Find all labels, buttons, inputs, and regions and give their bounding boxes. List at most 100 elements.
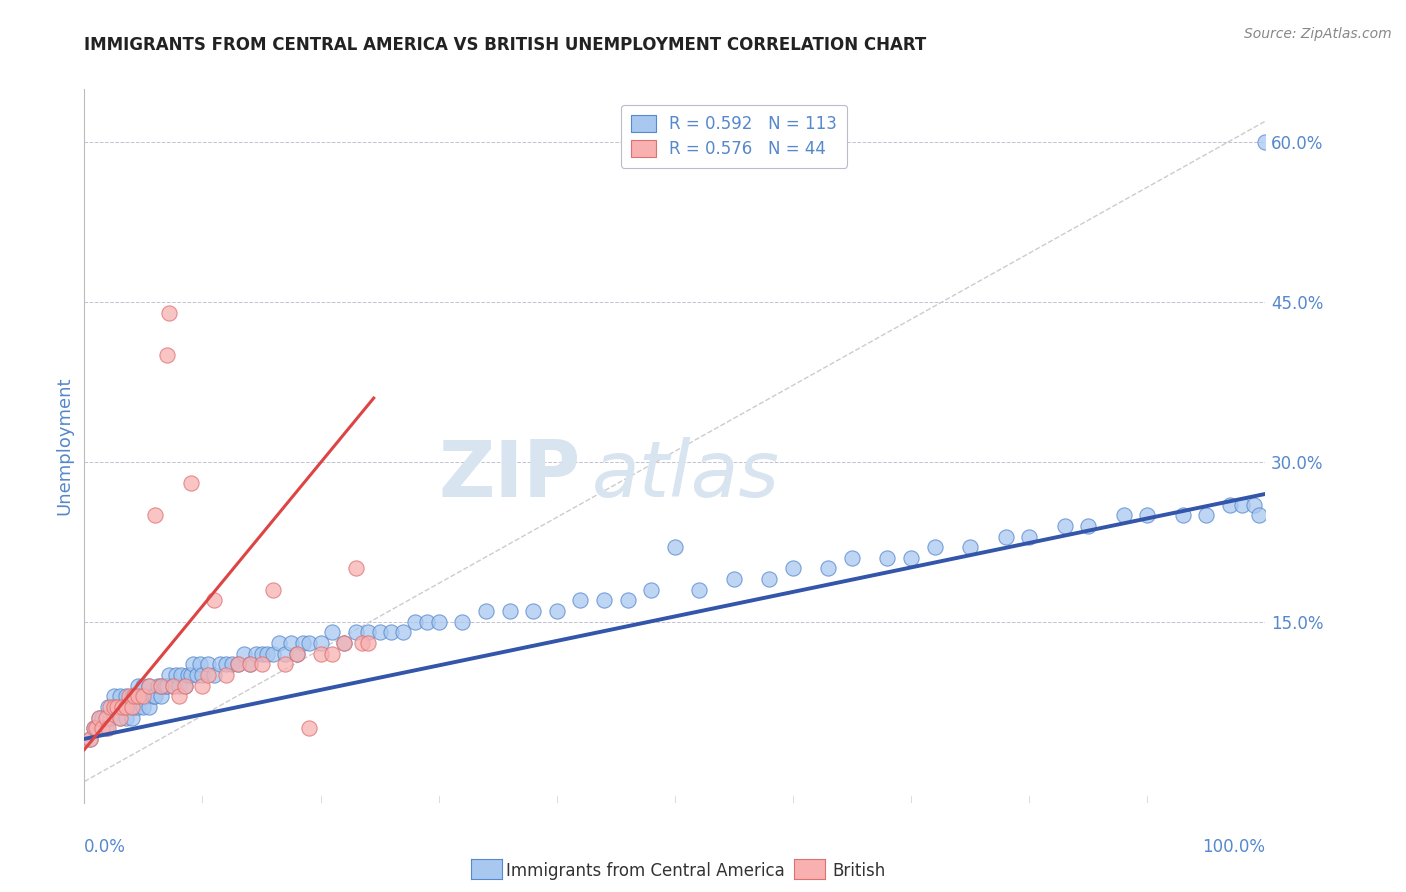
Point [368, 625, 391, 640]
Text: Immigrants from Central America: Immigrants from Central America [506, 862, 785, 880]
Point [150, 679, 173, 693]
Point [321, 647, 343, 661]
Point [191, 668, 214, 682]
Point [79, 731, 101, 746]
Point [226, 657, 249, 672]
Point [309, 647, 332, 661]
Point [132, 679, 155, 693]
Text: British: British [832, 862, 886, 880]
Point [285, 647, 308, 661]
Point [1053, 519, 1076, 533]
Point [817, 561, 839, 575]
Point [274, 647, 297, 661]
Point [84, 721, 107, 735]
Point [1195, 508, 1218, 523]
Point [245, 647, 267, 661]
Point [1254, 136, 1277, 150]
Point [107, 700, 129, 714]
Point [357, 636, 380, 650]
Point [664, 540, 686, 554]
Point [108, 710, 131, 724]
Text: Source: ZipAtlas.com: Source: ZipAtlas.com [1244, 27, 1392, 41]
Point [156, 679, 179, 693]
Point [215, 657, 238, 672]
Point [103, 700, 125, 714]
Point [416, 615, 439, 629]
Point [180, 668, 202, 682]
Point [127, 679, 149, 693]
Point [239, 657, 262, 672]
Point [84, 721, 107, 735]
Point [103, 700, 125, 714]
Point [309, 636, 332, 650]
Point [118, 690, 141, 704]
Point [256, 647, 278, 661]
Point [285, 647, 308, 661]
Point [156, 349, 179, 363]
Point [114, 690, 136, 704]
Point [94, 721, 117, 735]
Point [357, 625, 380, 640]
Point [138, 679, 160, 693]
Point [150, 690, 173, 704]
Point [94, 710, 117, 724]
Point [91, 710, 114, 724]
Point [121, 710, 143, 724]
Point [546, 604, 568, 618]
Point [135, 690, 157, 704]
Point [142, 690, 165, 704]
Point [170, 668, 193, 682]
Point [782, 561, 804, 575]
Point [427, 615, 450, 629]
Point [143, 690, 166, 704]
Point [593, 593, 616, 607]
Point [1136, 508, 1159, 523]
Point [197, 668, 219, 682]
Point [98, 700, 121, 714]
Legend: R = 0.592   N = 113, R = 0.576   N = 44: R = 0.592 N = 113, R = 0.576 N = 44 [621, 104, 846, 168]
Point [166, 668, 188, 682]
Point [209, 657, 232, 672]
Point [111, 700, 134, 714]
Point [262, 582, 284, 597]
Point [758, 572, 780, 586]
Point [87, 710, 110, 724]
Point [1243, 498, 1265, 512]
Point [569, 593, 592, 607]
Point [181, 657, 204, 672]
Point [118, 700, 141, 714]
Point [522, 604, 544, 618]
Point [262, 647, 284, 661]
Point [280, 636, 302, 650]
Point [114, 710, 136, 724]
Point [498, 604, 520, 618]
Text: IMMIGRANTS FROM CENTRAL AMERICA VS BRITISH UNEMPLOYMENT CORRELATION CHART: IMMIGRANTS FROM CENTRAL AMERICA VS BRITI… [84, 36, 927, 54]
Point [640, 582, 662, 597]
Point [475, 604, 498, 618]
Point [186, 668, 208, 682]
Point [232, 647, 254, 661]
Point [114, 700, 136, 714]
Point [167, 679, 190, 693]
Point [162, 679, 184, 693]
Point [350, 636, 373, 650]
Point [153, 679, 176, 693]
Point [221, 657, 243, 672]
Point [180, 476, 202, 491]
Point [127, 690, 149, 704]
Point [451, 615, 474, 629]
Point [404, 615, 426, 629]
Point [157, 306, 180, 320]
Text: atlas: atlas [592, 436, 780, 513]
Point [138, 679, 160, 693]
Point [162, 679, 184, 693]
Point [291, 636, 314, 650]
Point [333, 636, 356, 650]
Point [876, 550, 898, 565]
Point [108, 690, 131, 704]
Point [132, 690, 155, 704]
Point [127, 700, 149, 714]
Point [959, 540, 981, 554]
Point [143, 508, 166, 523]
Point [150, 679, 173, 693]
